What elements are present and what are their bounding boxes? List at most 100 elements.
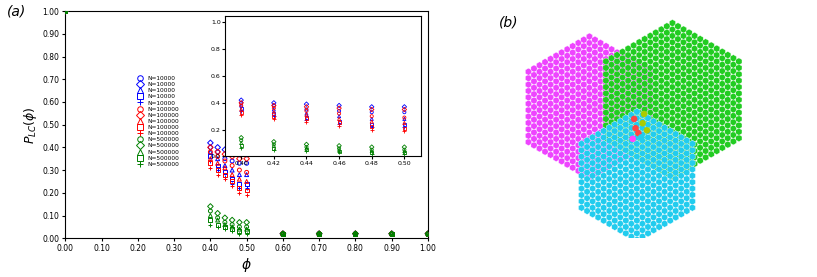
Point — [349, 232, 362, 236]
Point — [233, 232, 246, 236]
Point — [276, 232, 289, 236]
Point — [233, 227, 246, 231]
Point — [204, 161, 217, 165]
Point — [211, 150, 224, 154]
Point — [204, 150, 217, 154]
Point — [385, 232, 398, 236]
Point — [233, 181, 246, 186]
Point — [204, 209, 217, 213]
Point — [422, 232, 435, 236]
Point — [422, 232, 435, 236]
Point — [313, 232, 326, 236]
Point — [276, 232, 289, 236]
Point — [211, 145, 224, 150]
Point — [240, 229, 253, 234]
Point — [385, 232, 398, 236]
Point — [636, 121, 650, 125]
Point — [218, 175, 231, 179]
Point — [233, 161, 246, 165]
Point — [313, 232, 326, 236]
Point — [626, 137, 639, 141]
Point — [211, 216, 224, 220]
Point — [225, 159, 239, 163]
Point — [225, 218, 239, 222]
Point — [276, 232, 289, 236]
Point — [313, 232, 326, 236]
Point — [211, 218, 224, 222]
Point — [59, 9, 72, 13]
Point — [211, 150, 224, 154]
Point — [629, 126, 642, 130]
Point — [204, 213, 217, 218]
Point — [233, 186, 246, 191]
Point — [313, 232, 326, 236]
Point — [59, 9, 72, 13]
Point — [233, 225, 246, 229]
Point — [313, 232, 326, 236]
Text: (b): (b) — [499, 16, 519, 30]
Point — [422, 232, 435, 236]
Point — [233, 152, 246, 157]
Point — [349, 232, 362, 236]
Point — [276, 232, 289, 236]
Point — [233, 191, 246, 195]
Point — [204, 159, 217, 163]
Point — [385, 232, 398, 236]
Point — [240, 172, 253, 177]
Point — [240, 179, 253, 184]
Point — [240, 188, 253, 193]
Point — [225, 181, 239, 186]
Point — [204, 222, 217, 227]
Point — [349, 232, 362, 236]
Point — [349, 232, 362, 236]
Point — [211, 161, 224, 165]
Point — [211, 157, 224, 161]
Point — [349, 232, 362, 236]
Point — [218, 170, 231, 175]
Point — [240, 157, 253, 161]
Point — [225, 222, 239, 227]
Point — [313, 232, 326, 236]
Point — [385, 232, 398, 236]
Point — [59, 9, 72, 13]
Point — [313, 232, 326, 236]
Point — [349, 232, 362, 236]
Point — [349, 232, 362, 236]
Point — [233, 172, 246, 177]
Point — [276, 232, 289, 236]
Point — [218, 227, 231, 231]
Point — [313, 232, 326, 236]
Point — [218, 166, 231, 170]
Point — [422, 232, 435, 236]
Point — [59, 9, 72, 13]
Point — [218, 152, 231, 157]
Point — [240, 193, 253, 197]
Point — [385, 232, 398, 236]
Point — [225, 163, 239, 168]
Point — [240, 227, 253, 231]
Point — [313, 232, 326, 236]
Point — [422, 232, 435, 236]
Point — [233, 229, 246, 234]
Point — [204, 166, 217, 170]
Point — [225, 229, 239, 234]
Text: (a): (a) — [7, 4, 27, 18]
Point — [422, 232, 435, 236]
Point — [59, 9, 72, 13]
Point — [59, 9, 72, 13]
Point — [218, 172, 231, 177]
Legend: N=10000, N=10000, N=10000, N=10000, N=10000, N=100000, N=100000, N=100000, N=100: N=10000, N=10000, N=10000, N=10000, N=10… — [133, 75, 180, 167]
Point — [349, 232, 362, 236]
Point — [422, 232, 435, 236]
Y-axis label: $P_{LC}(\phi)$: $P_{LC}(\phi)$ — [22, 106, 39, 143]
Point — [204, 145, 217, 150]
Point — [422, 232, 435, 236]
Point — [240, 225, 253, 229]
Point — [59, 9, 72, 13]
Point — [218, 225, 231, 229]
Point — [240, 170, 253, 175]
Point — [276, 232, 289, 236]
Point — [422, 232, 435, 236]
Point — [313, 232, 326, 236]
Point — [204, 157, 217, 161]
